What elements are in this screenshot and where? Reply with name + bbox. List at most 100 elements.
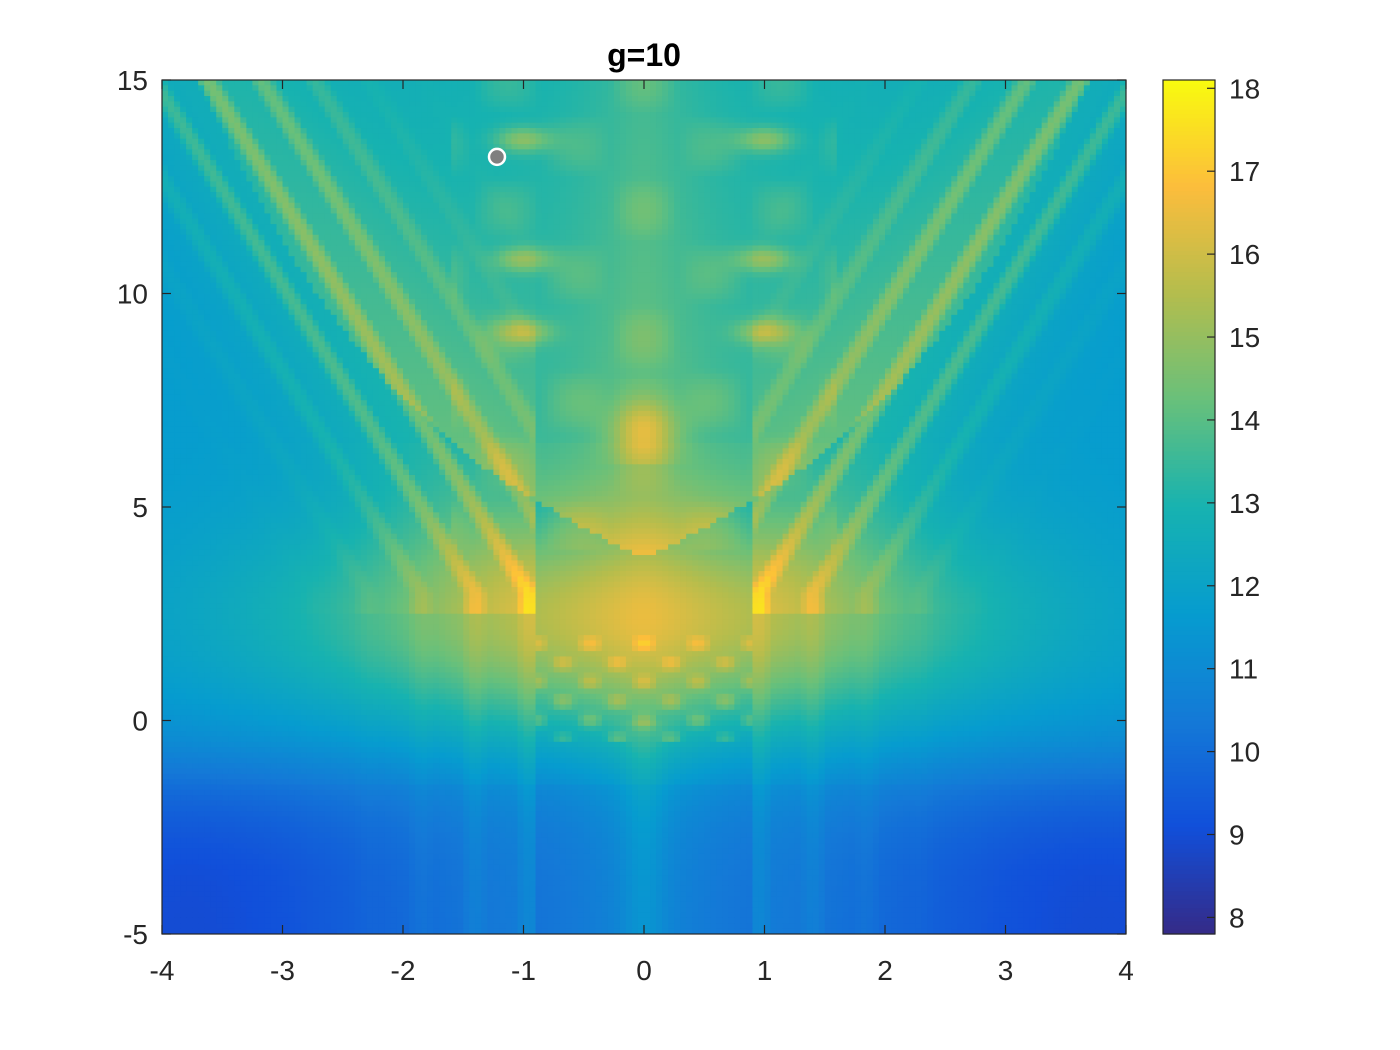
heatmap-cell <box>590 240 597 246</box>
heatmap-cell <box>331 213 338 219</box>
heatmap-cell <box>1072 240 1079 246</box>
heatmap-cell <box>186 80 193 86</box>
heatmap-cell <box>752 85 759 91</box>
heatmap-cell <box>493 187 500 193</box>
heatmap-cell <box>981 197 988 203</box>
heatmap-cell <box>825 203 832 209</box>
heatmap-cell <box>313 187 320 193</box>
heatmap-cell <box>554 139 561 145</box>
heatmap-cell <box>487 208 494 214</box>
heatmap-cell <box>301 235 308 241</box>
heatmap-cell <box>168 219 175 225</box>
heatmap-cell <box>993 128 1000 134</box>
heatmap-cell <box>505 213 512 219</box>
heatmap-cell <box>1108 197 1115 203</box>
heatmap-cell <box>313 85 320 91</box>
heatmap-cell <box>656 128 663 134</box>
heatmap-cell <box>807 203 814 209</box>
heatmap-cell <box>295 208 302 214</box>
heatmap-cell <box>415 192 422 198</box>
heatmap-cell <box>584 80 591 86</box>
heatmap-cell <box>897 187 904 193</box>
heatmap-cell <box>909 149 916 155</box>
heatmap-cell <box>879 144 886 150</box>
heatmap-cell <box>981 139 988 145</box>
heatmap-cell <box>566 224 573 230</box>
heatmap-cell <box>692 149 699 155</box>
heatmap-cell <box>325 144 332 150</box>
heatmap-cell <box>752 219 759 225</box>
heatmap-cell <box>421 165 428 171</box>
heatmap-cell <box>403 91 410 97</box>
heatmap-cell <box>524 133 531 139</box>
heatmap-cell <box>945 203 952 209</box>
heatmap-cell <box>849 117 856 123</box>
heatmap-cell <box>409 96 416 102</box>
heatmap-cell <box>620 91 627 97</box>
heatmap-cell <box>409 219 416 225</box>
heatmap-cell <box>903 187 910 193</box>
heatmap-cell <box>517 96 524 102</box>
heatmap-cell <box>1078 203 1085 209</box>
heatmap-cell <box>186 85 193 91</box>
heatmap-cell <box>656 197 663 203</box>
heatmap-cell <box>174 101 181 107</box>
heatmap-cell <box>951 192 958 198</box>
heatmap-cell <box>873 117 880 123</box>
heatmap-cell <box>777 128 784 134</box>
heatmap-cell <box>638 133 645 139</box>
heatmap-cell <box>439 96 446 102</box>
heatmap-cell <box>385 155 392 161</box>
heatmap-cell <box>475 133 482 139</box>
heatmap-cell <box>921 192 928 198</box>
heatmap-cell <box>548 107 555 113</box>
heatmap-cell <box>331 245 338 251</box>
heatmap-cell <box>361 245 368 251</box>
heatmap-cell <box>891 112 898 118</box>
heatmap-cell <box>957 187 964 193</box>
heatmap-cell <box>825 224 832 230</box>
heatmap-cell <box>692 160 699 166</box>
heatmap-cell <box>578 224 585 230</box>
heatmap-cell <box>680 149 687 155</box>
heatmap-cell <box>403 96 410 102</box>
heatmap-cell <box>168 197 175 203</box>
heatmap-cell <box>469 80 476 86</box>
heatmap-cell <box>861 176 868 182</box>
heatmap-cell <box>439 192 446 198</box>
heatmap-cell <box>481 240 488 246</box>
heatmap-cell <box>331 165 338 171</box>
heatmap-cell <box>301 101 308 107</box>
heatmap-cell <box>264 107 271 113</box>
heatmap-cell <box>337 149 344 155</box>
heatmap-cell <box>951 117 958 123</box>
heatmap-cell <box>897 128 904 134</box>
heatmap-cell <box>1036 171 1043 177</box>
heatmap-cell <box>415 240 422 246</box>
heatmap-cell <box>855 192 862 198</box>
heatmap-cell <box>915 224 922 230</box>
heatmap-cell <box>825 91 832 97</box>
heatmap-cell <box>656 155 663 161</box>
heatmap-cell <box>843 112 850 118</box>
heatmap-cell <box>264 181 271 187</box>
heatmap-cell <box>680 107 687 113</box>
heatmap-cell <box>511 85 518 91</box>
heatmap-cell <box>891 224 898 230</box>
heatmap-cell <box>1012 219 1019 225</box>
heatmap-cell <box>391 139 398 145</box>
heatmap-cell <box>1066 128 1073 134</box>
heatmap-cell <box>933 192 940 198</box>
heatmap-cell <box>674 85 681 91</box>
heatmap-cell <box>1060 171 1067 177</box>
heatmap-cell <box>921 117 928 123</box>
heatmap-cell <box>987 165 994 171</box>
heatmap-cell <box>969 197 976 203</box>
heatmap-cell <box>463 96 470 102</box>
heatmap-cell <box>945 208 952 214</box>
heatmap-cell <box>861 224 868 230</box>
heatmap-cell <box>168 117 175 123</box>
heatmap-cell <box>1036 155 1043 161</box>
heatmap-cell <box>783 149 790 155</box>
heatmap-cell <box>355 160 362 166</box>
